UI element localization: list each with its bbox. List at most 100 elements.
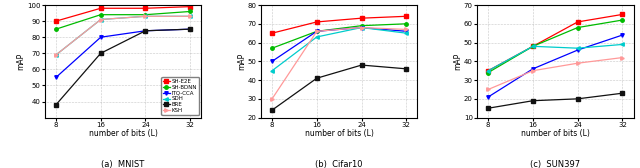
Line: SH-E2E: SH-E2E — [54, 5, 192, 23]
BRE — [141, 30, 149, 32]
Line: ITQ-CCA: ITQ-CCA — [486, 33, 624, 99]
ITQ-CCA — [313, 30, 321, 32]
BRE — [313, 77, 321, 79]
BRE — [619, 92, 627, 94]
ITQ-CCA — [403, 30, 410, 32]
KSH — [619, 57, 627, 59]
SH-BDNN — [484, 72, 492, 74]
SDH — [529, 45, 537, 47]
X-axis label: number of bits (L): number of bits (L) — [89, 129, 157, 138]
SH-E2E — [619, 13, 627, 15]
SDH — [484, 70, 492, 72]
KSH — [358, 27, 365, 29]
SH-E2E — [52, 20, 60, 22]
KSH — [186, 15, 194, 17]
KSH — [97, 18, 104, 20]
BRE — [529, 100, 537, 102]
SH-E2E — [141, 7, 149, 9]
BRE — [403, 68, 410, 70]
SH-BDNN — [403, 23, 410, 25]
Legend: SH-E2E, SH-BDNN, ITQ-CCA, SDH, BRE, KSH: SH-E2E, SH-BDNN, ITQ-CCA, SDH, BRE, KSH — [161, 77, 198, 115]
SH-E2E — [403, 15, 410, 17]
ITQ-CCA — [619, 34, 627, 36]
BRE — [358, 64, 365, 66]
SDH — [574, 47, 582, 49]
SH-BDNN — [529, 45, 537, 47]
KSH — [268, 98, 276, 100]
KSH — [574, 62, 582, 64]
KSH — [484, 88, 492, 90]
Y-axis label: mAP: mAP — [454, 53, 463, 70]
SDH — [186, 15, 194, 17]
Line: SDH: SDH — [486, 43, 624, 72]
SH-BDNN — [268, 47, 276, 49]
Text: (a)  MNIST: (a) MNIST — [102, 160, 145, 168]
Y-axis label: mAP: mAP — [17, 53, 26, 70]
ITQ-CCA — [268, 60, 276, 62]
ITQ-CCA — [141, 30, 149, 32]
Line: SDH: SDH — [270, 26, 408, 72]
Line: BRE: BRE — [270, 63, 408, 112]
Text: (b)  Cifar10: (b) Cifar10 — [316, 160, 363, 168]
BRE — [97, 52, 104, 54]
Text: (c)  SUN397: (c) SUN397 — [530, 160, 580, 168]
X-axis label: number of bits (L): number of bits (L) — [521, 129, 589, 138]
SDH — [141, 15, 149, 17]
SH-E2E — [574, 21, 582, 23]
Line: KSH: KSH — [486, 56, 624, 91]
SH-E2E — [186, 6, 194, 8]
BRE — [52, 104, 60, 106]
SH-E2E — [358, 17, 365, 19]
SH-E2E — [97, 7, 104, 9]
SH-E2E — [529, 45, 537, 47]
BRE — [268, 109, 276, 111]
ITQ-CCA — [529, 68, 537, 70]
SDH — [313, 36, 321, 38]
Line: SDH: SDH — [54, 15, 192, 57]
SH-BDNN — [358, 25, 365, 27]
ITQ-CCA — [574, 49, 582, 51]
KSH — [313, 30, 321, 32]
SH-BDNN — [52, 28, 60, 30]
ITQ-CCA — [484, 96, 492, 98]
KSH — [529, 70, 537, 72]
BRE — [574, 98, 582, 100]
SDH — [52, 54, 60, 56]
BRE — [186, 28, 194, 30]
SH-BDNN — [97, 14, 104, 16]
Line: KSH: KSH — [54, 15, 192, 57]
Line: SH-BDNN: SH-BDNN — [54, 10, 192, 31]
Line: SH-E2E: SH-E2E — [486, 13, 624, 72]
ITQ-CCA — [97, 36, 104, 38]
SDH — [358, 27, 365, 29]
SH-E2E — [484, 70, 492, 72]
SH-BDNN — [186, 10, 194, 12]
Line: SH-BDNN: SH-BDNN — [486, 18, 624, 74]
SH-BDNN — [574, 27, 582, 29]
KSH — [403, 28, 410, 30]
Y-axis label: mAP: mAP — [237, 53, 246, 70]
SDH — [619, 43, 627, 45]
KSH — [52, 54, 60, 56]
ITQ-CCA — [186, 28, 194, 30]
SH-E2E — [268, 32, 276, 34]
Line: ITQ-CCA: ITQ-CCA — [270, 26, 408, 63]
Line: SH-E2E: SH-E2E — [270, 15, 408, 35]
Line: BRE: BRE — [486, 91, 624, 110]
Line: BRE: BRE — [54, 27, 192, 107]
SH-E2E — [313, 21, 321, 23]
SH-BDNN — [313, 30, 321, 32]
SDH — [268, 70, 276, 72]
Line: ITQ-CCA: ITQ-CCA — [54, 27, 192, 79]
Line: SH-BDNN: SH-BDNN — [270, 22, 408, 50]
KSH — [141, 15, 149, 17]
X-axis label: number of bits (L): number of bits (L) — [305, 129, 374, 138]
ITQ-CCA — [358, 27, 365, 29]
SH-BDNN — [141, 14, 149, 16]
SDH — [97, 18, 104, 20]
Line: KSH: KSH — [270, 26, 408, 101]
SDH — [403, 32, 410, 34]
BRE — [484, 107, 492, 109]
ITQ-CCA — [52, 76, 60, 78]
SH-BDNN — [619, 19, 627, 21]
